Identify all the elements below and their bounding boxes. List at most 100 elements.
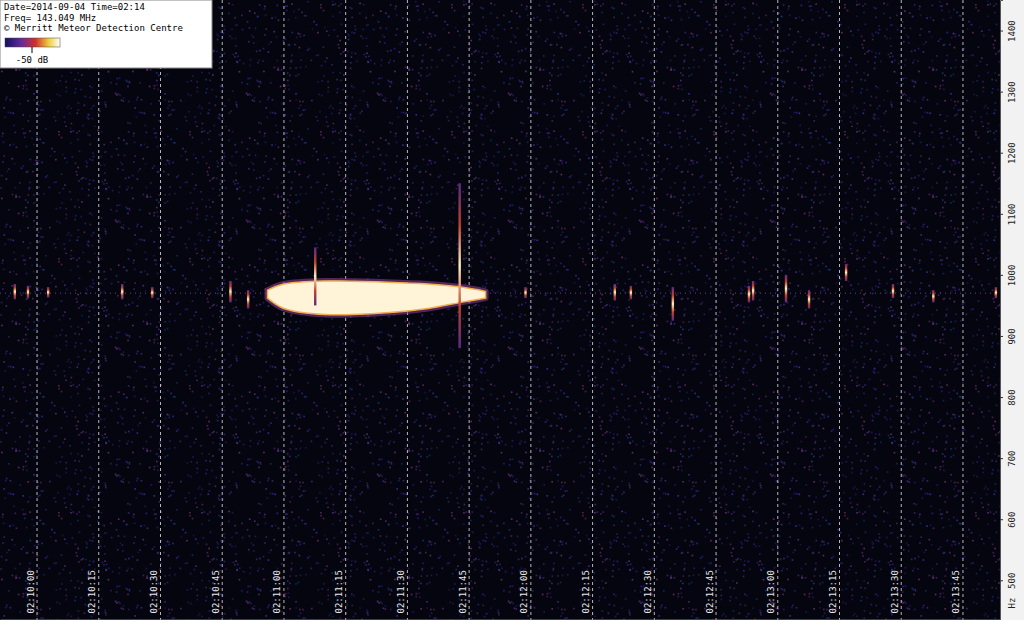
ping (808, 290, 810, 308)
y-tick-label: 700 (1007, 450, 1017, 466)
ping (630, 286, 632, 299)
grid-line (37, 0, 38, 620)
ping (47, 287, 49, 297)
y-axis: 50060070080090010001100120013001400 (1000, 1, 1017, 620)
ping (229, 281, 231, 302)
x-tick: 02:12:45 (705, 570, 717, 619)
ping (748, 286, 750, 302)
y-tick-label: 1000 (1007, 265, 1017, 287)
y-tick-label: 600 (1007, 512, 1017, 528)
y-tick-label: 1300 (1007, 81, 1017, 103)
y-tick: 1100 (1000, 203, 1017, 225)
grid-line (839, 0, 840, 620)
ping (121, 284, 123, 299)
ping (314, 247, 316, 305)
colorbar-label: -50 dB (16, 55, 49, 65)
y-tick-mark (1000, 153, 1003, 154)
y-tick-label: 1400 (1007, 20, 1017, 42)
y-tick-mark (1000, 275, 1003, 276)
ping (785, 275, 787, 302)
x-tick: 02:11:00 (272, 570, 284, 619)
x-tick-label: 02:13:15 (828, 570, 838, 613)
x-tick: 02:12:00 (519, 570, 531, 619)
ping (672, 287, 674, 321)
x-tick: 02:13:45 (951, 570, 963, 619)
noise (0, 0, 1000, 620)
x-tick-label: 02:10:15 (87, 570, 97, 613)
x-tick-label: 02:10:00 (26, 570, 36, 613)
x-tick: 02:10:45 (211, 570, 223, 619)
x-tick: 02:11:45 (458, 570, 470, 619)
x-tick-label: 02:13:30 (890, 570, 900, 613)
grid-line (160, 0, 161, 620)
grid-line (962, 0, 963, 620)
x-tick-label: 02:11:30 (396, 570, 406, 613)
y-tick-mark (1000, 92, 1003, 93)
grid-line (530, 0, 531, 620)
x-tick: 02:11:15 (334, 570, 346, 619)
x-tick-label: 02:12:15 (581, 570, 591, 613)
grid (37, 0, 963, 620)
header-box (0, 0, 212, 68)
ping (845, 264, 847, 281)
echo (267, 281, 485, 315)
y-tick: 1300 (1000, 81, 1017, 103)
x-tick: 02:10:15 (87, 570, 99, 619)
ping (151, 287, 153, 298)
ping (524, 287, 526, 298)
x-tick-label: 02:11:45 (458, 570, 468, 613)
carrier-line (0, 292, 1000, 294)
y-axis-title: Hz (1007, 598, 1017, 609)
x-tick-label: 02:11:15 (334, 570, 344, 613)
y-tick-mark (1000, 397, 1003, 398)
ping (614, 284, 616, 300)
x-tick: 02:11:30 (396, 570, 408, 619)
marks (0, 183, 1000, 348)
x-tick: 02:10:30 (149, 570, 161, 619)
grid-line (901, 0, 902, 620)
y-tick-mark (1000, 31, 1003, 32)
grid-line (716, 0, 717, 620)
y-tick: 900 (1000, 328, 1017, 344)
grid-line (98, 0, 99, 620)
ping (458, 183, 460, 348)
x-axis: 02:10:00 02:10:15 02:10:30 02:10:45 02:11:00… (1, 570, 1001, 620)
grid-line (469, 0, 470, 620)
colorbar-tick (32, 47, 33, 53)
header-line: Freq= 143.049 MHz (4, 13, 96, 23)
axis-strip (1000, 0, 1024, 620)
x-tick-label: 02:12:00 (519, 570, 529, 613)
y-tick-mark (1000, 214, 1003, 215)
header-line: Date=2014-09-04 Time=02:14 (4, 2, 145, 12)
y-tick: 600 (1000, 512, 1017, 528)
header-line: © Merritt Meteor Detection Centre (4, 23, 183, 33)
colorbar (5, 38, 60, 47)
y-tick-mark (1000, 458, 1003, 459)
y-tick-label: 800 (1007, 389, 1017, 405)
x-tick: 02:12:30 (643, 570, 655, 619)
y-tick-label: 900 (1007, 328, 1017, 344)
y-tick-mark (1000, 519, 1003, 520)
y-axis-line (1001, 1, 1004, 620)
x-tick-label: 02:10:30 (149, 570, 159, 613)
grid-line (777, 0, 778, 620)
plot-background (0, 0, 1000, 620)
x-tick: 02:10:00 (26, 570, 38, 619)
ping (14, 284, 16, 299)
x-tick-label: 02:10:45 (211, 570, 221, 613)
ping (752, 281, 754, 301)
y-tick: 500 (1000, 573, 1017, 589)
ping (247, 290, 249, 308)
grid-line (222, 0, 223, 620)
grid-line (592, 0, 593, 620)
x-tick-label: 02:13:45 (951, 570, 961, 613)
y-tick: 1400 (1000, 20, 1017, 42)
x-tick-label: 02:12:45 (705, 570, 715, 613)
y-tick-mark (1000, 336, 1003, 337)
y-tick-label: 500 (1007, 573, 1017, 589)
y-tick-mark (1000, 580, 1003, 581)
x-tick: 02:13:30 (890, 570, 902, 619)
header: Date=2014-09-04 Time=02:14Freq= 143.049 … (0, 0, 212, 68)
y-tick: 700 (1000, 450, 1017, 466)
x-tick-label: 02:13:00 (766, 570, 776, 613)
